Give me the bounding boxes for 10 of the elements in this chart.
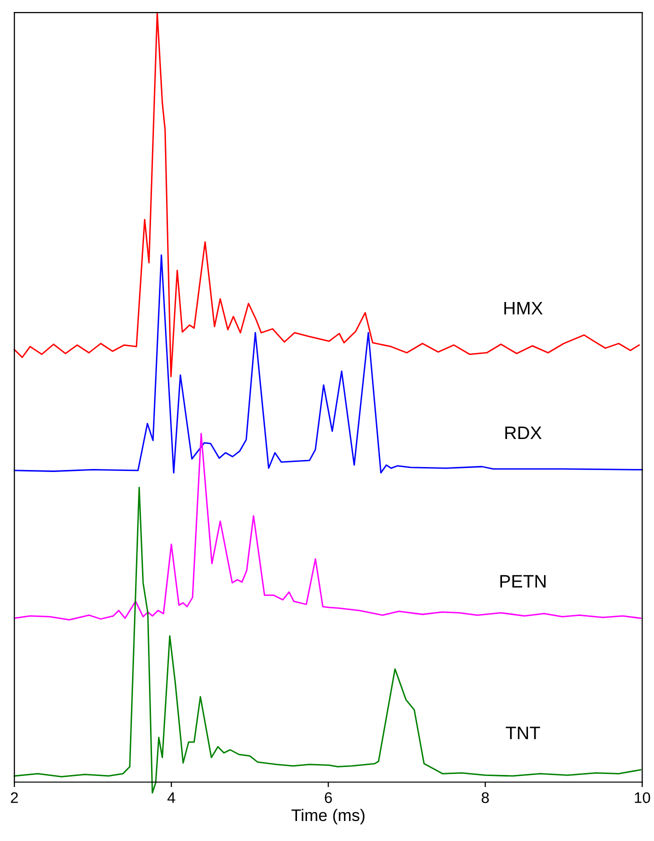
x-axis-title: Time (ms) [292,808,364,824]
x-tick-label: 4 [167,792,176,803]
x-tick-label: 6 [324,792,332,804]
series-label: PETN [500,575,546,588]
series-label: HMX [504,302,543,314]
series-label: TNT [506,726,540,740]
x-tick-label: 2 [10,792,18,803]
x-tick-label: 8 [482,792,489,804]
series-label: RDX [505,426,542,440]
x-tick-label: 10 [634,792,650,804]
